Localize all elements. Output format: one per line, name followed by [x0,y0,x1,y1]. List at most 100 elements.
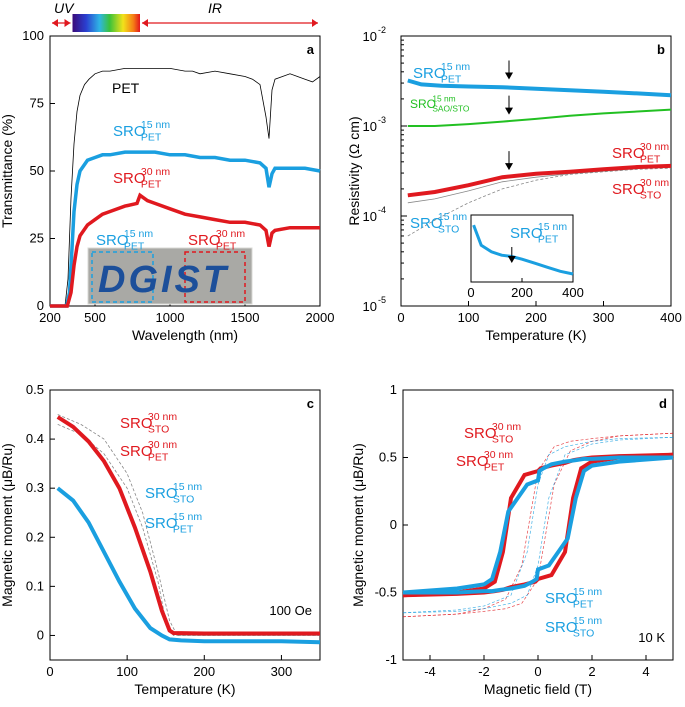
c-sro30-pet-label-text: SRO [120,443,153,460]
b-sro15-sto-label-text: SRO [410,215,443,232]
panel-d-xtick-label: 0 [534,664,541,679]
b-sao-label-text: SRO [410,97,436,111]
pet-curve [50,68,321,307]
panel-c-ytick-label: 0.1 [26,578,44,593]
ir-arrowhead-left [142,19,148,27]
b-sro15-pet-label-sup: 15 nm [441,61,470,73]
photo-sro15-label-text: SRO [96,232,129,249]
sro15-pet-label-sub: PET [141,132,162,144]
panel-c-frame [49,389,321,661]
d-sro30-pet-label-sub: PET [484,462,505,474]
tc-arrowhead [505,163,513,171]
b-sao-label-sup: 15 nm [432,93,455,103]
b-sro15-sto-label-sub: STO [438,224,459,236]
photo-sro30-label-sup: 30 nm [216,228,245,240]
panel-b-ytick-exp: -3 [378,115,386,125]
inset-xtick-label: 400 [562,285,584,300]
sro30-pet-label-sub: PET [141,179,162,191]
d-sro30-sto-curve-down [402,432,674,618]
panel-a-xtick-label: 1000 [156,310,185,325]
panel-b-ytick-base: 10 [363,299,377,314]
c-sro30-sto-label-main: SRO [120,415,153,432]
sro30-pet-label-main: SRO [113,170,146,187]
sro30-pet-curve [50,192,320,308]
ir-arrowhead-right [312,19,318,27]
sro15-pet-curve [50,150,321,308]
c-sro30-pet-label-sub: PET [148,452,169,464]
panel-a-xlabel: Wavelength (nm) [132,327,238,343]
sro30-sample-box [184,251,246,303]
photo-sro15-label-sup: 15 nm [124,228,153,240]
c-sro15-pet-label-main: SRO [145,515,178,532]
b-sro30-sto-label-text: SRO [612,181,645,198]
uv-arrowhead-right [64,19,71,27]
inset-xtick-label: 0 [467,285,474,300]
panel-c-ytick-label: 0.2 [26,529,44,544]
b-sro30-pet-label-main: SRO [612,145,645,162]
panel-a-xtick-label: 500 [84,310,106,325]
d-sro15-pet-curve-up [402,455,673,595]
d-sro15-pet-label-sup: 15 nm [573,586,602,598]
c-sro30-sto-label-sup: 30 nm [148,411,177,423]
panel-c-xlabel: Temperature (K) [134,681,235,697]
d-sro15-pet-label-main: SRO [545,590,578,607]
panel-b-ytick-base: 10 [363,119,377,134]
panel-a-ytick-label: 100 [22,28,44,43]
sro15-pet-label-sup: 15 nm [141,119,170,131]
inset-label-text: SRO [510,225,543,242]
panel-d-xtick-label: -2 [478,664,490,679]
b-sro30-pet-label-sup: 30 nm [640,141,669,153]
photo-sro30-label-sub: PET [216,241,237,253]
inset-arrowhead [507,256,516,263]
c-sro30-pet-label-main: SRO [120,443,153,460]
panel-d-ytick-label: -0.5 [375,585,397,600]
sro15-pet-label-main: SRO [113,123,146,140]
sro15-pet-label-text: SRO [113,123,146,140]
panel-c-xtick-label: 200 [193,664,215,679]
b-sro15-pet-label-sub: PET [441,74,462,86]
c-sro15-sto-label-text: SRO [145,485,178,502]
b-sro15-pet-label-main: SRO [413,65,446,82]
panel-d-xtick-label: 4 [642,664,649,679]
uv-arrowhead-left [52,19,58,27]
panel-a-ytick-label: 50 [30,163,44,178]
inset-label-main: SRO [510,225,543,242]
panel-d-ytick-label: 1 [390,382,397,397]
d-sro15-sto-label-text: SRO [545,619,578,636]
panel-b-xlabel: Temperature (K) [485,327,586,343]
photo-sro15-label-sub: PET [124,241,145,253]
panel-b-ytick-base: 10 [363,29,377,44]
ir-label: IR [208,0,222,16]
sro15-sample-box [91,251,154,303]
photo-sro30-label-main: SRO [188,232,221,249]
panel-a-letter: a [307,42,315,57]
panel-b-ytick-exp: -2 [378,25,386,35]
panel-d-frame [402,389,674,661]
c-sro30-sto-label-sub: STO [148,424,169,436]
d-sro15-sto-curve-up [402,436,674,614]
tc-arrowhead [505,72,513,80]
panel-c-ytick-label: 0.4 [26,431,44,446]
panel-a-xtick-label: 2000 [306,310,335,325]
panel-b-xtick-label: 200 [525,310,547,325]
b-sao-label-main: SRO [410,97,436,111]
b-sro30-sto-label-main: SRO [612,181,645,198]
c-sro30-sto-label-text: SRO [120,415,153,432]
inset-label-sub: PET [538,234,559,246]
uv-label: UV [54,0,75,16]
panel-d-letter: d [659,396,667,411]
photo-sro30-label-text: SRO [188,232,221,249]
panel-c-ytick-label: 0 [37,627,44,642]
d-sro15-sto-label-sub: STO [573,628,594,640]
panel-d-annotation: 10 K [638,630,665,645]
d-sro30-sto-label-sup: 30 nm [492,421,521,433]
c-sro30-sto-curve [57,414,320,636]
